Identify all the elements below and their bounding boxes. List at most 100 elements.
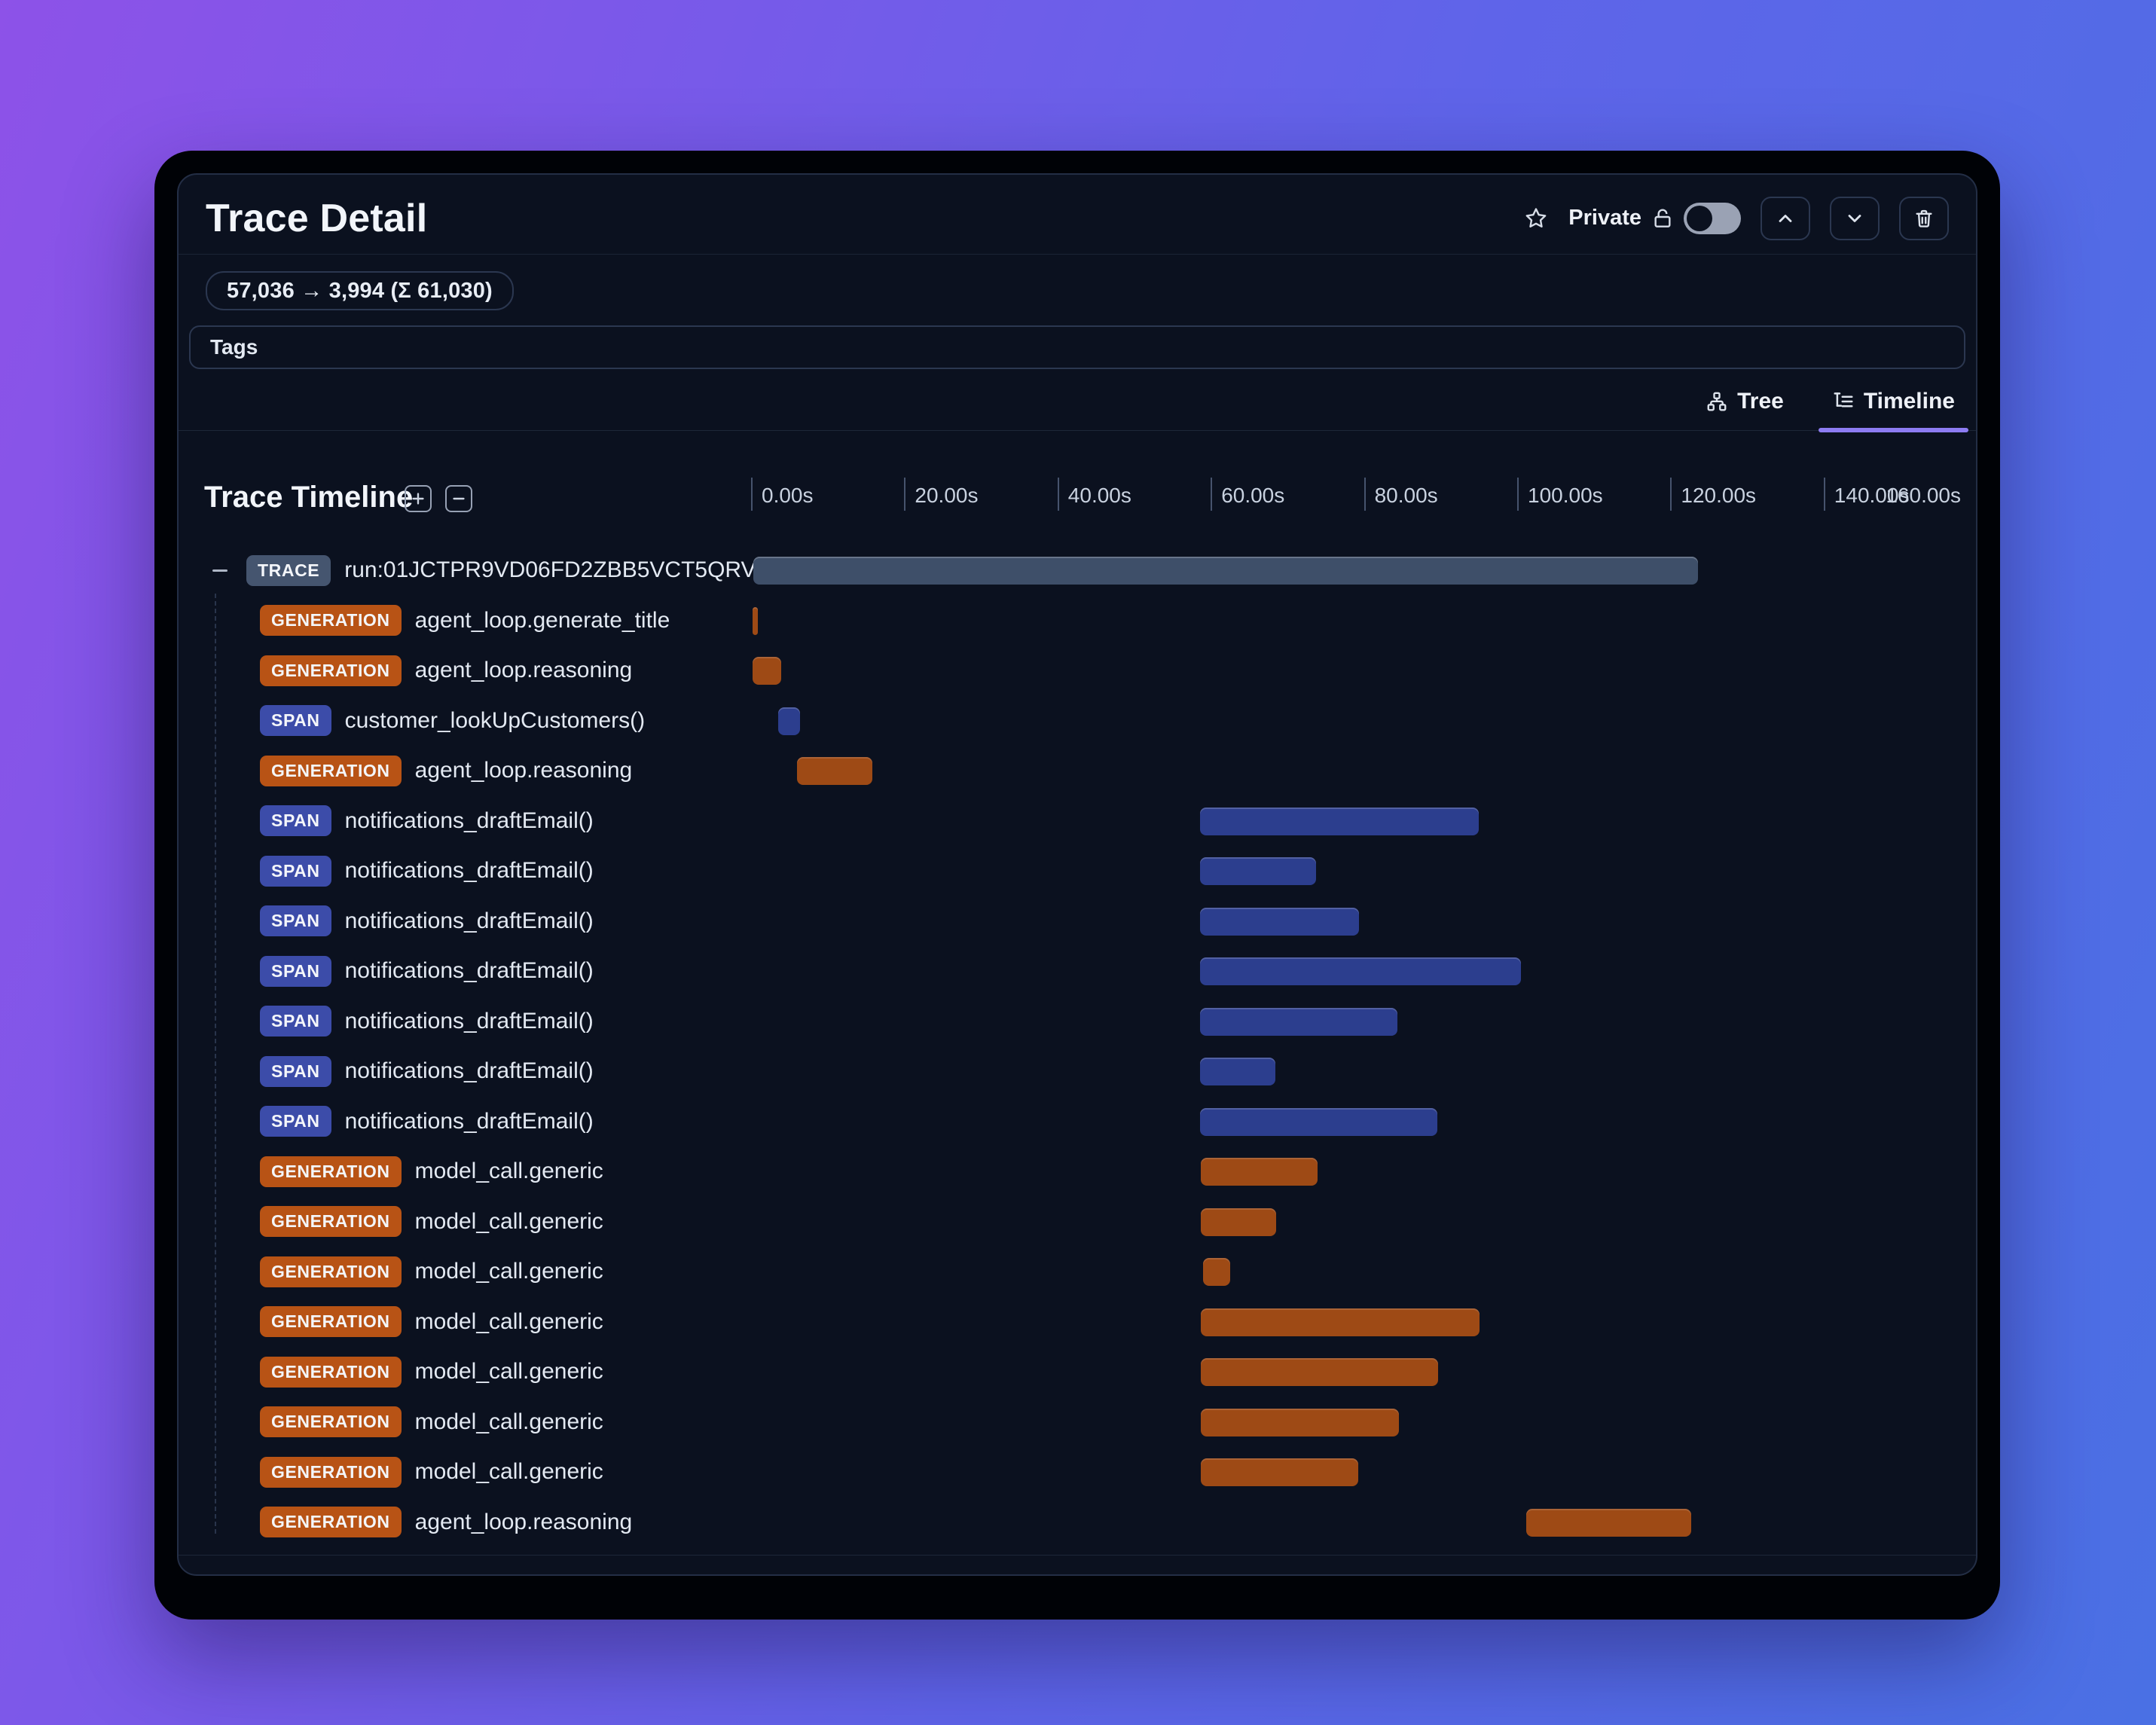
- bookmark-star-button[interactable]: [1523, 206, 1549, 231]
- timeline-row[interactable]: GENERATION agent_loop.generate_title: [179, 596, 1976, 646]
- time-axis: 160.00s 0.00s 20.00s 40.00s 60.00s 80.00s 100…: [179, 473, 1976, 545]
- tab-tree[interactable]: Tree: [1701, 372, 1788, 431]
- timeline-row[interactable]: SPAN notifications_draftEmail(): [179, 1097, 1976, 1147]
- timeline-bar[interactable]: [1200, 1158, 1318, 1186]
- observation-type-badge: SPAN: [260, 855, 331, 887]
- timeline-bar[interactable]: [1200, 1308, 1480, 1336]
- observation-name: model_call.generic: [414, 1208, 603, 1234]
- chevron-down-icon: [1844, 208, 1865, 229]
- timeline-row[interactable]: GENERATION agent_loop.reasoning: [179, 746, 1976, 796]
- timeline-row[interactable]: GENERATION model_call.generic: [179, 1297, 1976, 1348]
- timeline-bar[interactable]: [1199, 1007, 1398, 1036]
- timeline-row[interactable]: TRACE run:01JCTPR9VD06FD2ZBB5VCT5QRV: [179, 545, 1976, 596]
- observation-type-badge: GENERATION: [260, 1406, 402, 1438]
- trace-timeline-rows: TRACE run:01JCTPR9VD06FD2ZBB5VCT5QRV GEN…: [179, 545, 1976, 1547]
- timeline-row[interactable]: GENERATION agent_loop.reasoning: [179, 646, 1976, 696]
- tree-icon: [1706, 390, 1728, 413]
- plus-square-icon: [410, 490, 426, 507]
- timeline-bar[interactable]: [1199, 857, 1316, 885]
- timeline-bar[interactable]: [1526, 1508, 1691, 1537]
- observation-type-badge: GENERATION: [260, 605, 402, 637]
- observation-type-badge: SPAN: [260, 905, 331, 937]
- observation-type-badge: GENERATION: [260, 1256, 402, 1287]
- observation-name: agent_loop.generate_title: [414, 607, 670, 633]
- timeline-row[interactable]: SPAN notifications_draftEmail(): [179, 946, 1976, 997]
- timeline-list-icon: [1832, 390, 1855, 413]
- observation-name: agent_loop.reasoning: [414, 758, 633, 783]
- privacy-label: Private: [1568, 206, 1641, 230]
- timeline-bar[interactable]: [1200, 1408, 1400, 1436]
- toggle-knob: [1687, 205, 1712, 231]
- timeline-bar[interactable]: [1200, 1458, 1359, 1486]
- timeline-row[interactable]: GENERATION model_call.generic: [179, 1397, 1976, 1448]
- tree-indent-guide: [215, 594, 216, 1534]
- minus-square-icon: [450, 490, 467, 507]
- observation-name: notifications_draftEmail(): [344, 808, 594, 833]
- timeline-bar[interactable]: [1199, 1107, 1438, 1136]
- usage-row: 57,036 → 3,994 (Σ 61,030): [206, 271, 514, 310]
- privacy-toggle[interactable]: [1684, 202, 1741, 234]
- timeline-bar[interactable]: [753, 557, 1698, 585]
- observation-name: model_call.generic: [414, 1308, 603, 1334]
- timeline-row[interactable]: GENERATION model_call.generic: [179, 1347, 1976, 1397]
- observation-type-badge: SPAN: [260, 1106, 331, 1137]
- observation-name: model_call.generic: [414, 1159, 603, 1184]
- header-controls: Private: [1523, 196, 1949, 240]
- observation-name: model_call.generic: [414, 1259, 603, 1284]
- observation-name: notifications_draftEmail(): [344, 1008, 594, 1033]
- observation-type-badge: GENERATION: [260, 1206, 402, 1238]
- timeline-bar[interactable]: [777, 707, 801, 735]
- timeline-bar[interactable]: [1199, 807, 1480, 835]
- timeline-row[interactable]: SPAN notifications_draftEmail(): [179, 796, 1976, 847]
- observation-type-badge: SPAN: [260, 705, 331, 737]
- timeline-bar[interactable]: [753, 657, 781, 685]
- timeline-row[interactable]: SPAN notifications_draftEmail(): [179, 846, 1976, 896]
- tab-timeline[interactable]: Timeline: [1818, 372, 1969, 432]
- tab-timeline-label: Timeline: [1863, 388, 1955, 414]
- token-usage-badge[interactable]: 57,036 → 3,994 (Σ 61,030): [206, 271, 514, 310]
- timeline-row[interactable]: SPAN notifications_draftEmail(): [179, 1046, 1976, 1097]
- observation-name: notifications_draftEmail(): [344, 958, 594, 984]
- observation-type-badge: GENERATION: [260, 655, 402, 686]
- timeline-row[interactable]: GENERATION model_call.generic: [179, 1146, 1976, 1197]
- timeline-row[interactable]: GENERATION model_call.generic: [179, 1247, 1976, 1297]
- delete-trace-button[interactable]: [1899, 196, 1949, 240]
- timeline-bar[interactable]: [1203, 1258, 1230, 1286]
- timeline-bar[interactable]: [1199, 907, 1360, 936]
- observation-type-badge: GENERATION: [260, 1356, 402, 1388]
- navigate-up-button[interactable]: [1761, 196, 1810, 240]
- timeline-header: Trace Timeline: [179, 473, 1976, 545]
- collapse-toggle[interactable]: [210, 560, 230, 580]
- timeline-bar[interactable]: [1200, 1358, 1439, 1386]
- chevron-up-icon: [1775, 208, 1796, 229]
- expand-all-button[interactable]: [405, 485, 432, 512]
- timeline-row[interactable]: GENERATION agent_loop.reasoning: [179, 1498, 1976, 1548]
- timeline-bar[interactable]: [1200, 1208, 1276, 1236]
- page-title: Trace Detail: [206, 196, 428, 240]
- view-tabs: Tree Timeline: [179, 372, 1976, 432]
- collapse-all-button[interactable]: [445, 485, 472, 512]
- observation-name: notifications_draftEmail(): [344, 908, 594, 933]
- observation-name: notifications_draftEmail(): [344, 858, 594, 884]
- timeline-bar[interactable]: [753, 606, 759, 635]
- timeline-row[interactable]: GENERATION model_call.generic: [179, 1447, 1976, 1498]
- timeline-row[interactable]: SPAN customer_lookUpCustomers(): [179, 696, 1976, 746]
- timeline-bar[interactable]: [1199, 1058, 1275, 1085]
- timeline-bar[interactable]: [1199, 957, 1522, 985]
- timeline-zoom-controls: [405, 485, 472, 512]
- timeline-row[interactable]: SPAN notifications_draftEmail(): [179, 997, 1976, 1047]
- timeline-bar[interactable]: [797, 757, 872, 785]
- observation-type-badge: GENERATION: [260, 1306, 402, 1338]
- observation-name: model_call.generic: [414, 1459, 603, 1485]
- observation-type-badge: GENERATION: [260, 755, 402, 786]
- timeline-row[interactable]: SPAN notifications_draftEmail(): [179, 896, 1976, 947]
- observation-type-badge: SPAN: [260, 1055, 331, 1087]
- observation-type-badge: TRACE: [246, 554, 331, 586]
- tags-input[interactable]: Tags: [189, 325, 1965, 369]
- observation-type-badge: GENERATION: [260, 1156, 402, 1187]
- lock-icon: [1651, 206, 1675, 231]
- timeline-row[interactable]: GENERATION model_call.generic: [179, 1197, 1976, 1247]
- navigate-down-button[interactable]: [1830, 196, 1880, 240]
- header: Trace Detail Private: [179, 175, 1976, 255]
- observation-name: notifications_draftEmail(): [344, 1108, 594, 1134]
